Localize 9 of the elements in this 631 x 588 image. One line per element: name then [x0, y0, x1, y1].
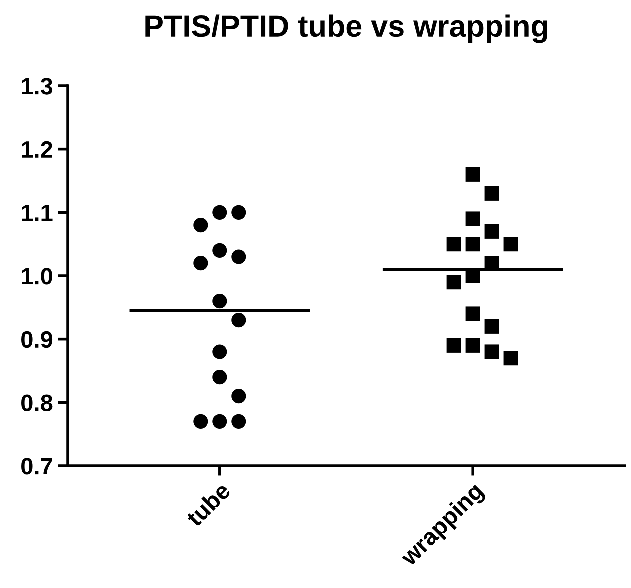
y-tick-label: 0.8	[22, 394, 53, 412]
y-tick-label: 1.0	[22, 268, 52, 285]
chart-title: PTIS/PTID tube vs wrapping	[146, 14, 548, 44]
y-tick-label: 1.2	[22, 141, 52, 158]
y-tick-label: 0.9	[22, 331, 53, 348]
y-tick-label: 0.7	[22, 458, 52, 475]
x-tick-label: tube	[184, 481, 232, 528]
y-tick-label: 1.1	[22, 204, 53, 222]
y-tick-label: 1.3	[22, 78, 53, 95]
